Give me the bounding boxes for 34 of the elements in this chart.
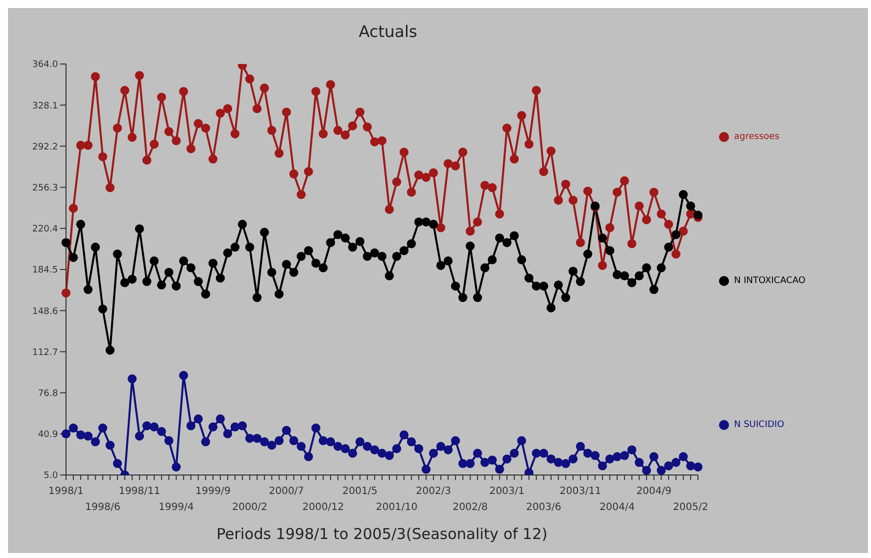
x-tick-label: 2000/12 [302, 502, 344, 513]
x-tick-label: 2002/8 [452, 502, 488, 513]
x-tick-label: 1999/9 [195, 486, 231, 497]
x-tick-label: 2000/2 [232, 502, 268, 513]
x-tick-label: 1998/1 [48, 486, 84, 497]
y-tick-label: 292.2 [32, 142, 58, 152]
y-tick-label: 40.9 [38, 430, 58, 440]
y-tick-label: 364.0 [32, 60, 58, 70]
x-tick-label: 2000/7 [268, 486, 304, 497]
x-tick-label: 1998/6 [85, 502, 120, 513]
x-tick-label: 2004/9 [636, 486, 672, 497]
y-tick-label: 76.8 [38, 388, 58, 399]
y-tick-label: 112.7 [32, 348, 58, 358]
y-tick-label: 220.4 [32, 224, 58, 235]
chart-title: Actuals [358, 22, 418, 41]
x-tick-label: 1998/11 [118, 486, 160, 497]
legend-label: N SUICIDIO [734, 420, 784, 430]
y-tick-label: 256.3 [32, 183, 58, 194]
x-axis-title: Periods 1998/1 to 2005/3(Seasonality of 12) [216, 525, 548, 543]
x-tick-label: 2001/5 [342, 486, 378, 497]
y-tick-label: 184.5 [32, 266, 58, 276]
y-tick-label: 328.1 [32, 101, 58, 112]
x-tick-label: 2005/2 [673, 502, 708, 513]
legend-label: agressoes [734, 132, 780, 142]
x-tick-label: 2003/11 [560, 486, 602, 497]
x-tick-label: 1999/4 [158, 502, 194, 513]
legend-label: N INTOXICACAO [734, 276, 806, 286]
y-tick-label: 5.0 [44, 471, 58, 482]
x-tick-label: 2004/4 [600, 502, 635, 513]
x-tick-label: 2003/6 [526, 502, 562, 513]
x-tick-label: 2002/3 [416, 486, 452, 497]
x-tick-label: 2003/1 [489, 486, 525, 497]
x-tick-label: 2001/10 [376, 502, 418, 513]
y-tick-label: 148.6 [32, 306, 58, 317]
